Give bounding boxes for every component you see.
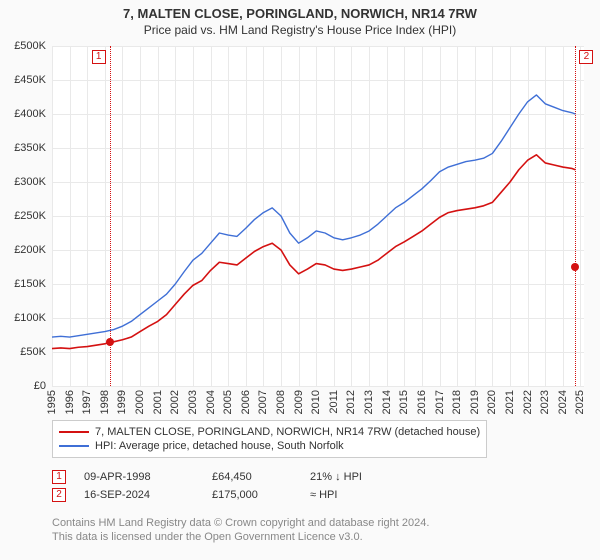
x-axis-label: 2025	[574, 390, 586, 414]
legend: 7, MALTEN CLOSE, PORINGLAND, NORWICH, NR…	[52, 420, 487, 458]
x-axis-label: 2022	[522, 390, 534, 414]
plot-area: 12	[52, 46, 584, 386]
x-axis-label: 2001	[152, 390, 164, 414]
sales-row-delta: ≈ HPI	[310, 489, 337, 501]
x-axis-label: 2018	[451, 390, 463, 414]
x-axis-label: 2009	[293, 390, 305, 414]
x-axis-label: 1995	[46, 390, 58, 414]
x-axis-label: 2000	[134, 390, 146, 414]
x-axis-label: 2011	[328, 390, 340, 414]
sales-row-price: £175,000	[212, 489, 292, 501]
x-axis-label: 2004	[205, 390, 217, 414]
footer-line-1: Contains HM Land Registry data © Crown c…	[52, 516, 429, 530]
x-axis-label: 2005	[222, 390, 234, 414]
sales-row-delta: 21% ↓ HPI	[310, 471, 362, 483]
chart-container: 7, MALTEN CLOSE, PORINGLAND, NORWICH, NR…	[0, 0, 600, 560]
footer-text: Contains HM Land Registry data © Crown c…	[52, 516, 429, 545]
y-axis-label: £350K	[0, 142, 46, 154]
x-axis-label: 2002	[169, 390, 181, 414]
x-axis-label: 1999	[116, 390, 128, 414]
x-axis-label: 2008	[275, 390, 287, 414]
x-axis-label: 2012	[345, 390, 357, 414]
y-axis-label: £450K	[0, 74, 46, 86]
x-axis-label: 1997	[81, 390, 93, 414]
x-axis-label: 2024	[557, 390, 569, 414]
x-axis-label: 1998	[99, 390, 111, 414]
x-axis-label: 2003	[187, 390, 199, 414]
y-axis-label: £300K	[0, 176, 46, 188]
sales-row-marker: 1	[52, 470, 66, 484]
series-svg	[52, 46, 584, 386]
chart-title: 7, MALTEN CLOSE, PORINGLAND, NORWICH, NR…	[0, 0, 600, 21]
y-axis-label: £200K	[0, 244, 46, 256]
x-axis-label: 2013	[363, 390, 375, 414]
sales-table: 1 09-APR-1998 £64,450 21% ↓ HPI 2 16-SEP-2024…	[52, 468, 362, 504]
legend-swatch	[59, 431, 89, 433]
sales-row-marker: 2	[52, 488, 66, 502]
legend-item: 7, MALTEN CLOSE, PORINGLAND, NORWICH, NR…	[59, 425, 480, 439]
gridline-h	[52, 386, 584, 387]
chart-subtitle: Price paid vs. HM Land Registry's House …	[0, 21, 600, 37]
sale-marker-box: 2	[579, 50, 593, 64]
y-axis-label: £150K	[0, 278, 46, 290]
legend-swatch	[59, 445, 89, 447]
x-axis-label: 2010	[310, 390, 322, 414]
sales-row: 2 16-SEP-2024 £175,000 ≈ HPI	[52, 486, 362, 504]
sales-row-price: £64,450	[212, 471, 292, 483]
sale-marker-box: 1	[92, 50, 106, 64]
x-axis-label: 2014	[381, 390, 393, 414]
y-axis-label: £500K	[0, 40, 46, 52]
y-axis-label: £50K	[0, 346, 46, 358]
footer-line-2: This data is licensed under the Open Gov…	[52, 530, 429, 544]
x-axis-label: 2007	[257, 390, 269, 414]
x-axis-label: 2020	[486, 390, 498, 414]
x-axis-label: 2023	[539, 390, 551, 414]
sales-row-date: 16-SEP-2024	[84, 489, 194, 501]
y-axis-label: £0	[0, 380, 46, 392]
sale-marker-dot	[106, 338, 114, 346]
sales-row-date: 09-APR-1998	[84, 471, 194, 483]
series-line	[52, 155, 575, 349]
x-axis-label: 2006	[240, 390, 252, 414]
x-axis-label: 2016	[416, 390, 428, 414]
sales-row: 1 09-APR-1998 £64,450 21% ↓ HPI	[52, 468, 362, 486]
series-line	[52, 95, 575, 337]
x-axis-label: 1996	[64, 390, 76, 414]
x-axis-label: 2019	[469, 390, 481, 414]
x-axis-label: 2021	[504, 390, 516, 414]
legend-label: 7, MALTEN CLOSE, PORINGLAND, NORWICH, NR…	[95, 426, 480, 438]
sale-marker-dot	[571, 263, 579, 271]
x-axis-label: 2017	[434, 390, 446, 414]
y-axis-label: £400K	[0, 108, 46, 120]
x-axis-label: 2015	[398, 390, 410, 414]
y-axis-label: £250K	[0, 210, 46, 222]
legend-item: HPI: Average price, detached house, Sout…	[59, 439, 480, 453]
y-axis-label: £100K	[0, 312, 46, 324]
legend-label: HPI: Average price, detached house, Sout…	[95, 440, 344, 452]
